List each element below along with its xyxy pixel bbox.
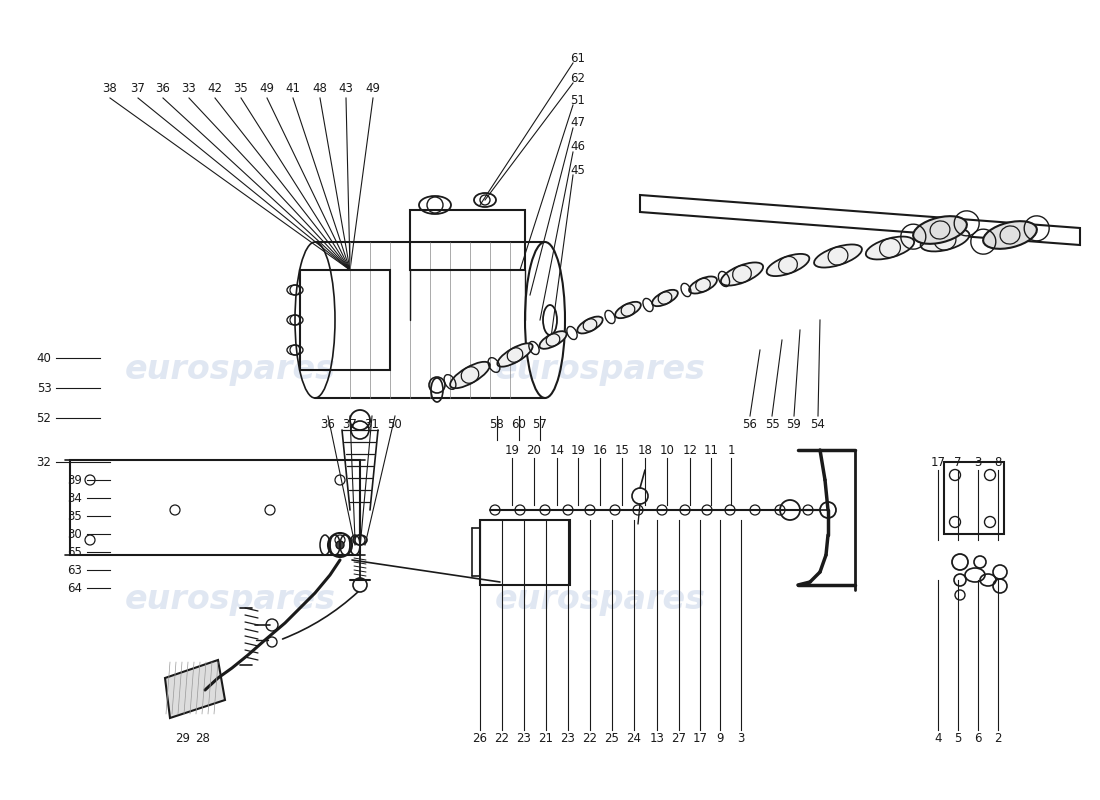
Text: 33: 33 bbox=[182, 82, 197, 94]
Ellipse shape bbox=[497, 343, 532, 366]
Text: 41: 41 bbox=[286, 82, 300, 94]
Text: 50: 50 bbox=[387, 418, 403, 430]
Text: 30: 30 bbox=[67, 527, 82, 541]
Bar bbox=[70, 460, 360, 555]
Text: 20: 20 bbox=[527, 443, 541, 457]
Text: 38: 38 bbox=[102, 82, 118, 94]
Text: 10: 10 bbox=[660, 443, 674, 457]
Text: 26: 26 bbox=[473, 731, 487, 745]
Text: 43: 43 bbox=[339, 82, 353, 94]
Text: 24: 24 bbox=[627, 731, 641, 745]
Text: 40: 40 bbox=[36, 351, 52, 365]
Text: 17: 17 bbox=[931, 455, 946, 469]
Text: 18: 18 bbox=[638, 443, 652, 457]
Text: 2: 2 bbox=[994, 731, 1002, 745]
Text: 36: 36 bbox=[155, 82, 170, 94]
Text: eurospares: eurospares bbox=[495, 583, 705, 617]
Ellipse shape bbox=[913, 216, 967, 244]
Bar bbox=[410, 210, 525, 270]
Ellipse shape bbox=[921, 229, 969, 251]
Text: 57: 57 bbox=[532, 418, 548, 430]
Text: 49: 49 bbox=[365, 82, 381, 94]
Text: 5: 5 bbox=[955, 731, 961, 745]
Text: 35: 35 bbox=[233, 82, 249, 94]
Text: 42: 42 bbox=[208, 82, 222, 94]
Ellipse shape bbox=[720, 262, 763, 286]
Text: 56: 56 bbox=[742, 418, 758, 430]
Bar bbox=[300, 270, 390, 370]
Text: 11: 11 bbox=[704, 443, 718, 457]
Text: 47: 47 bbox=[571, 117, 585, 130]
Bar bbox=[944, 462, 1004, 534]
Ellipse shape bbox=[767, 254, 810, 276]
Text: 63: 63 bbox=[67, 563, 82, 577]
Text: 16: 16 bbox=[593, 443, 607, 457]
Text: 15: 15 bbox=[615, 443, 629, 457]
Text: 39: 39 bbox=[67, 474, 82, 486]
Text: 19: 19 bbox=[505, 443, 519, 457]
Text: 23: 23 bbox=[561, 731, 575, 745]
Text: 29: 29 bbox=[176, 731, 190, 745]
Text: 19: 19 bbox=[571, 443, 585, 457]
Text: 61: 61 bbox=[571, 51, 585, 65]
Text: 51: 51 bbox=[571, 94, 585, 106]
Ellipse shape bbox=[578, 317, 603, 334]
Text: 59: 59 bbox=[786, 418, 802, 430]
Text: 3: 3 bbox=[737, 731, 745, 745]
Text: 58: 58 bbox=[490, 418, 505, 430]
Ellipse shape bbox=[866, 237, 914, 259]
Text: 21: 21 bbox=[539, 731, 553, 745]
Text: 4: 4 bbox=[934, 731, 942, 745]
Text: 6: 6 bbox=[975, 731, 981, 745]
Text: 8: 8 bbox=[994, 455, 1002, 469]
Text: 48: 48 bbox=[312, 82, 328, 94]
Text: 22: 22 bbox=[495, 731, 509, 745]
Text: 62: 62 bbox=[571, 71, 585, 85]
Text: eurospares: eurospares bbox=[495, 354, 705, 386]
Text: 64: 64 bbox=[67, 582, 82, 594]
Text: eurospares: eurospares bbox=[124, 583, 336, 617]
Ellipse shape bbox=[983, 221, 1037, 249]
Text: 12: 12 bbox=[682, 443, 697, 457]
Text: 32: 32 bbox=[36, 455, 52, 469]
Ellipse shape bbox=[814, 245, 862, 267]
Text: 17: 17 bbox=[693, 731, 707, 745]
Text: 1: 1 bbox=[727, 443, 735, 457]
Text: 23: 23 bbox=[517, 731, 531, 745]
Bar bbox=[480, 520, 570, 585]
Text: 9: 9 bbox=[716, 731, 724, 745]
Polygon shape bbox=[165, 660, 226, 718]
Text: 13: 13 bbox=[650, 731, 664, 745]
Text: 22: 22 bbox=[583, 731, 597, 745]
Text: 45: 45 bbox=[571, 163, 585, 177]
Text: 25: 25 bbox=[605, 731, 619, 745]
Text: 65: 65 bbox=[67, 546, 82, 558]
Text: 52: 52 bbox=[36, 411, 52, 425]
Ellipse shape bbox=[450, 362, 490, 388]
Text: 3: 3 bbox=[975, 455, 981, 469]
Text: 37: 37 bbox=[131, 82, 145, 94]
Text: 31: 31 bbox=[364, 418, 380, 430]
Circle shape bbox=[336, 541, 344, 549]
Text: 36: 36 bbox=[320, 418, 336, 430]
Text: 53: 53 bbox=[36, 382, 52, 394]
Ellipse shape bbox=[615, 302, 641, 318]
Text: 46: 46 bbox=[571, 141, 585, 154]
Ellipse shape bbox=[689, 277, 717, 294]
Text: 28: 28 bbox=[196, 731, 210, 745]
Text: 60: 60 bbox=[512, 418, 527, 430]
Text: 37: 37 bbox=[342, 418, 358, 430]
Text: 49: 49 bbox=[260, 82, 275, 94]
Ellipse shape bbox=[652, 290, 678, 306]
Text: 7: 7 bbox=[955, 455, 961, 469]
Text: 55: 55 bbox=[764, 418, 780, 430]
Text: 14: 14 bbox=[550, 443, 564, 457]
Text: 54: 54 bbox=[811, 418, 825, 430]
Text: 34: 34 bbox=[67, 491, 82, 505]
Ellipse shape bbox=[539, 331, 566, 349]
Text: 35: 35 bbox=[67, 510, 82, 522]
Text: 27: 27 bbox=[671, 731, 686, 745]
Text: eurospares: eurospares bbox=[124, 354, 336, 386]
